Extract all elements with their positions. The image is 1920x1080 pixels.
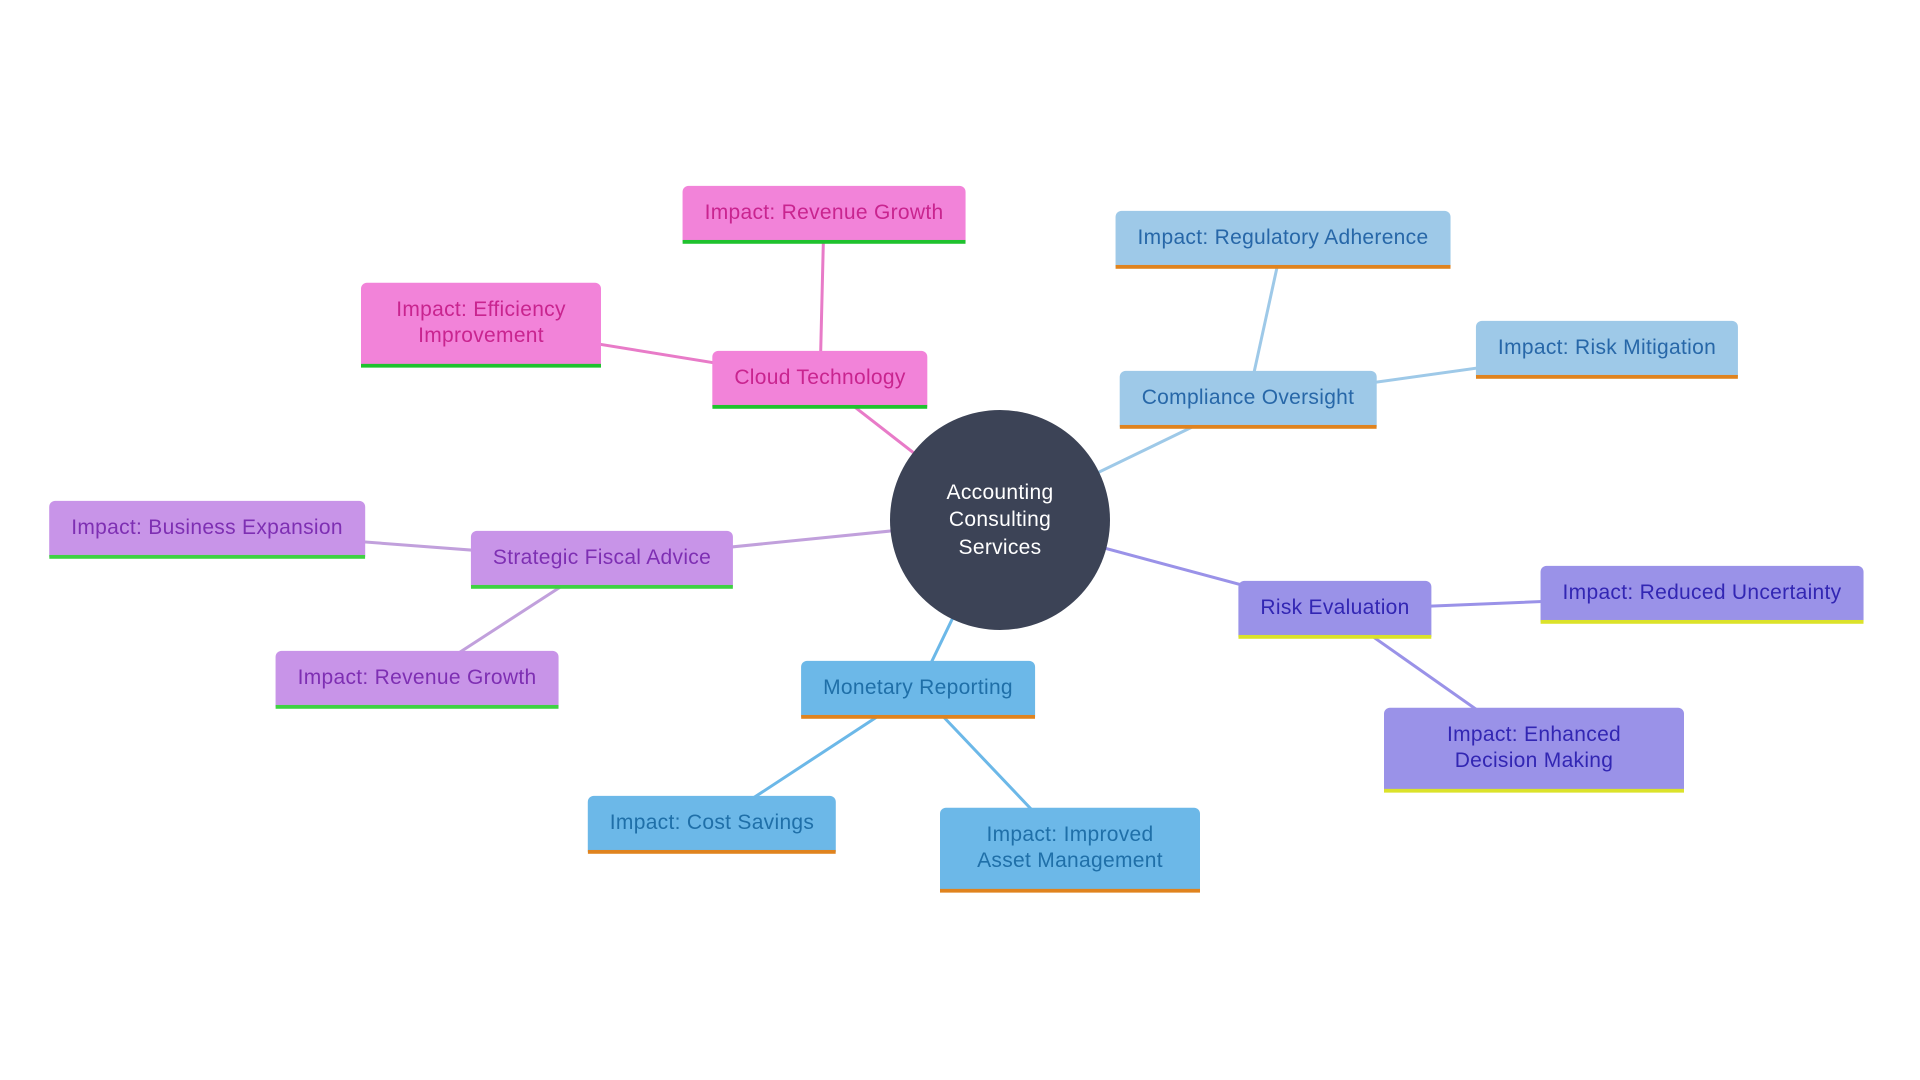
- impact-node: Impact: Reduced Uncertainty: [1541, 566, 1864, 624]
- impact-node: Impact: Regulatory Adherence: [1116, 211, 1451, 269]
- impact-node-label: Impact: Improved Asset Management: [962, 822, 1178, 875]
- impact-node-label: Impact: Reduced Uncertainty: [1563, 580, 1842, 606]
- impact-node: Impact: Revenue Growth: [683, 186, 966, 244]
- branch-node-label: Monetary Reporting: [823, 675, 1013, 701]
- branch-node: Monetary Reporting: [801, 661, 1035, 719]
- impact-node: Impact: Cost Savings: [588, 796, 836, 854]
- impact-node: Impact: Improved Asset Management: [940, 808, 1200, 893]
- impact-node-label: Impact: Revenue Growth: [298, 665, 537, 691]
- impact-node: Impact: Business Expansion: [49, 501, 365, 559]
- impact-node-label: Impact: Regulatory Adherence: [1138, 225, 1429, 251]
- center-node: Accounting Consulting Services: [890, 410, 1110, 630]
- branch-node-label: Cloud Technology: [734, 365, 905, 391]
- branch-node: Risk Evaluation: [1238, 581, 1431, 639]
- branch-node-label: Strategic Fiscal Advice: [493, 545, 711, 571]
- impact-node-label: Impact: Efficiency Improvement: [383, 297, 579, 350]
- impact-node-label: Impact: Risk Mitigation: [1498, 335, 1716, 361]
- branch-node: Cloud Technology: [712, 351, 927, 409]
- impact-node-label: Impact: Revenue Growth: [705, 200, 944, 226]
- branch-node-label: Risk Evaluation: [1260, 595, 1409, 621]
- impact-node: Impact: Revenue Growth: [276, 651, 559, 709]
- branch-node: Strategic Fiscal Advice: [471, 531, 733, 589]
- impact-node-label: Impact: Enhanced Decision Making: [1406, 722, 1662, 775]
- impact-node: Impact: Enhanced Decision Making: [1384, 708, 1684, 793]
- impact-node: Impact: Efficiency Improvement: [361, 283, 601, 368]
- branch-node-label: Compliance Oversight: [1142, 385, 1355, 411]
- branch-node: Compliance Oversight: [1120, 371, 1377, 429]
- center-label: Accounting Consulting Services: [910, 479, 1090, 561]
- impact-node: Impact: Risk Mitigation: [1476, 321, 1738, 379]
- mindmap-canvas: Impact: Revenue Growth Impact: Efficiency…: [0, 0, 1920, 1080]
- impact-node-label: Impact: Business Expansion: [71, 515, 343, 541]
- impact-node-label: Impact: Cost Savings: [610, 810, 814, 836]
